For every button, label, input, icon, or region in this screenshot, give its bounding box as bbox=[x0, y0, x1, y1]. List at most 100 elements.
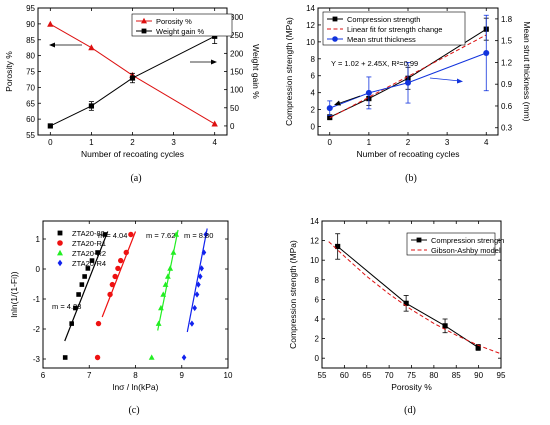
legend-entry: Compression strength bbox=[431, 236, 504, 245]
data-point bbox=[173, 231, 180, 237]
data-point bbox=[129, 75, 136, 81]
data-point bbox=[211, 120, 218, 127]
y-tick-label: 6 bbox=[311, 72, 316, 81]
data-point bbox=[94, 354, 101, 361]
legend-swatch-marker bbox=[57, 240, 63, 246]
data-point bbox=[442, 323, 448, 329]
panel-label: (d) bbox=[404, 405, 416, 416]
x-tick-label: 7 bbox=[87, 371, 92, 380]
data-point bbox=[89, 258, 95, 263]
y-right-tick-label: 1.5 bbox=[501, 37, 513, 46]
series-zta20-r4 bbox=[181, 228, 209, 361]
fit-line bbox=[101, 231, 137, 318]
x-tick-label: 2 bbox=[406, 138, 411, 147]
legend-frame bbox=[131, 13, 233, 37]
panel-label: (b) bbox=[405, 173, 417, 184]
y-tick-label: 0 bbox=[311, 123, 316, 132]
data-point bbox=[181, 354, 187, 361]
series-gibson-ashby-model bbox=[328, 241, 502, 355]
y-right-tick-label: 1.2 bbox=[501, 58, 513, 67]
legend-swatch-marker bbox=[416, 237, 422, 243]
data-point bbox=[192, 304, 197, 312]
data-point bbox=[164, 273, 171, 279]
y-tick-label: 10 bbox=[306, 38, 315, 47]
data-point bbox=[62, 355, 68, 360]
legend-entry: Gibson-Ashby model bbox=[431, 246, 501, 255]
data-point bbox=[88, 44, 95, 51]
data-point bbox=[335, 243, 341, 250]
fit-line bbox=[186, 228, 208, 333]
y-tick-label: 8 bbox=[315, 276, 320, 285]
y-tick-label: 4 bbox=[315, 315, 320, 324]
x-axis-label: Porosity % bbox=[391, 382, 432, 392]
arrow-right bbox=[429, 77, 461, 82]
data-point bbox=[155, 320, 162, 326]
x-tick-label: 2 bbox=[130, 138, 135, 147]
arrow-left bbox=[336, 95, 361, 105]
y-right-tick-label: 0.6 bbox=[501, 102, 513, 111]
data-point bbox=[189, 320, 195, 327]
legend-swatch-marker bbox=[141, 28, 147, 34]
data-point bbox=[118, 257, 124, 264]
y-axis-label: Compression strength (MPa) bbox=[288, 240, 298, 349]
y-tick-label: -1 bbox=[33, 295, 41, 304]
data-point bbox=[201, 249, 207, 256]
series-line bbox=[337, 246, 479, 348]
legend-entry: ZTA20-R1 bbox=[72, 239, 106, 248]
fit-equation: Y = 1.02 + 2.45X, R²=0.99 bbox=[331, 59, 418, 68]
data-point bbox=[107, 291, 113, 298]
legend-swatch-marker bbox=[57, 249, 63, 256]
series-zta20-r1 bbox=[94, 231, 137, 361]
data-point bbox=[102, 232, 108, 237]
series-zta20-80 bbox=[62, 231, 109, 360]
x-tick-label: 1 bbox=[367, 138, 372, 147]
y-axis-label: lnln(1/(1-Fi)) bbox=[9, 271, 19, 317]
y-tick-label: 65 bbox=[26, 99, 35, 108]
legend-entry: ZTA20-R4 bbox=[72, 259, 106, 268]
y-tick-label: 80 bbox=[26, 52, 35, 61]
series-zta20-r2 bbox=[148, 229, 180, 360]
x-tick-label: 6 bbox=[41, 371, 46, 380]
data-point bbox=[212, 33, 218, 39]
panel-label: (a) bbox=[130, 173, 141, 184]
series-line bbox=[329, 34, 487, 119]
data-point bbox=[162, 281, 169, 287]
data-point bbox=[327, 114, 333, 120]
data-point bbox=[95, 250, 100, 255]
series-weight-gain- bbox=[47, 28, 218, 129]
data-point bbox=[76, 292, 81, 297]
plot-frame bbox=[42, 220, 229, 369]
y-right-tick-label: 1.8 bbox=[501, 15, 513, 24]
x-tick-label: 55 bbox=[318, 371, 327, 380]
legend: Porosity %Weight gain % bbox=[131, 13, 233, 37]
series-mean-strut-thickness bbox=[326, 14, 490, 116]
legend-frame bbox=[406, 232, 496, 256]
legend-entry: Linear fit for strength change bbox=[347, 25, 442, 34]
data-point bbox=[196, 281, 201, 288]
y-tick-label: 0 bbox=[315, 354, 320, 363]
x-axis-label: Number of recoating cycles bbox=[357, 149, 460, 159]
x-tick-label: 85 bbox=[452, 371, 461, 380]
arrow-left-head bbox=[334, 100, 341, 106]
data-point bbox=[326, 105, 333, 112]
y-right-tick-label: 50 bbox=[230, 104, 239, 113]
x-tick-label: 95 bbox=[497, 371, 506, 380]
data-point bbox=[199, 265, 204, 272]
data-point bbox=[475, 344, 481, 351]
data-point bbox=[405, 79, 411, 86]
x-tick-label: 9 bbox=[180, 371, 185, 380]
arrow-right-head bbox=[211, 59, 217, 65]
legend-swatch-marker bbox=[141, 17, 147, 24]
x-tick-label: 4 bbox=[212, 138, 217, 147]
series-compression-strength bbox=[335, 233, 481, 351]
y-tick-label: 12 bbox=[310, 237, 319, 246]
y-right-tick-label: 300 bbox=[230, 13, 244, 22]
x-tick-label: 0 bbox=[328, 138, 333, 147]
y-right-tick-label: 0.3 bbox=[501, 124, 513, 133]
data-point bbox=[194, 291, 200, 298]
x-tick-label: 1 bbox=[89, 138, 94, 147]
data-point bbox=[79, 282, 85, 287]
fit-line bbox=[157, 229, 179, 331]
legend-entry: ZTA20-80 bbox=[72, 229, 105, 238]
